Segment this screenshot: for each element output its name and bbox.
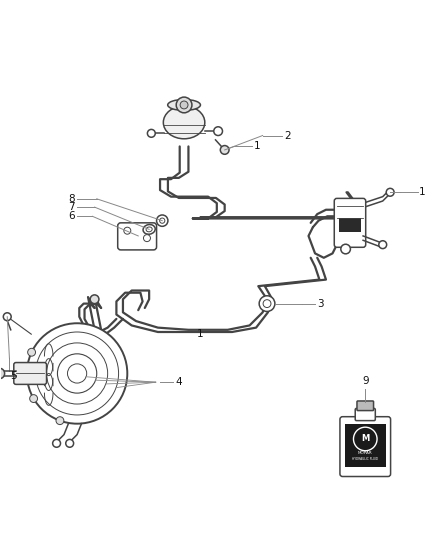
Circle shape	[56, 417, 64, 425]
Circle shape	[259, 296, 275, 311]
Text: HYDRAULIC FLUID: HYDRAULIC FLUID	[352, 457, 378, 461]
Circle shape	[379, 241, 387, 248]
Circle shape	[144, 235, 150, 241]
FancyBboxPatch shape	[118, 223, 156, 250]
Circle shape	[30, 394, 38, 402]
FancyBboxPatch shape	[357, 401, 374, 410]
Text: 3: 3	[317, 298, 324, 309]
FancyBboxPatch shape	[355, 408, 375, 421]
Text: 1: 1	[419, 187, 426, 197]
Circle shape	[180, 101, 188, 109]
Text: 2: 2	[285, 131, 291, 141]
Text: 5: 5	[11, 370, 17, 381]
Circle shape	[57, 354, 97, 393]
Circle shape	[27, 323, 127, 424]
Circle shape	[90, 295, 99, 304]
Circle shape	[66, 439, 74, 447]
FancyBboxPatch shape	[14, 362, 46, 384]
Text: 1: 1	[197, 329, 204, 339]
Ellipse shape	[143, 224, 155, 234]
FancyBboxPatch shape	[334, 198, 366, 247]
Circle shape	[124, 227, 131, 234]
Ellipse shape	[168, 100, 201, 110]
Circle shape	[214, 127, 223, 135]
Text: 1: 1	[254, 141, 261, 151]
Ellipse shape	[146, 227, 152, 232]
Circle shape	[46, 343, 108, 404]
Circle shape	[67, 364, 87, 383]
Circle shape	[159, 218, 165, 223]
FancyBboxPatch shape	[339, 219, 361, 231]
Text: M: M	[361, 434, 369, 443]
Circle shape	[341, 244, 350, 254]
Text: 7: 7	[68, 202, 75, 212]
Circle shape	[4, 313, 11, 321]
Text: 9: 9	[362, 376, 369, 386]
Circle shape	[0, 368, 5, 379]
FancyBboxPatch shape	[340, 417, 391, 477]
Circle shape	[28, 349, 35, 356]
Text: 4: 4	[175, 377, 182, 387]
Circle shape	[176, 97, 192, 113]
Text: MOPAR: MOPAR	[358, 451, 373, 455]
Circle shape	[53, 439, 60, 447]
Ellipse shape	[163, 106, 205, 139]
Text: 8: 8	[68, 194, 75, 204]
Circle shape	[156, 215, 168, 227]
Circle shape	[148, 130, 155, 138]
Circle shape	[35, 332, 119, 415]
Circle shape	[386, 188, 394, 196]
Text: 6: 6	[68, 211, 75, 221]
FancyBboxPatch shape	[345, 424, 386, 467]
Circle shape	[263, 300, 271, 308]
Circle shape	[220, 146, 229, 154]
